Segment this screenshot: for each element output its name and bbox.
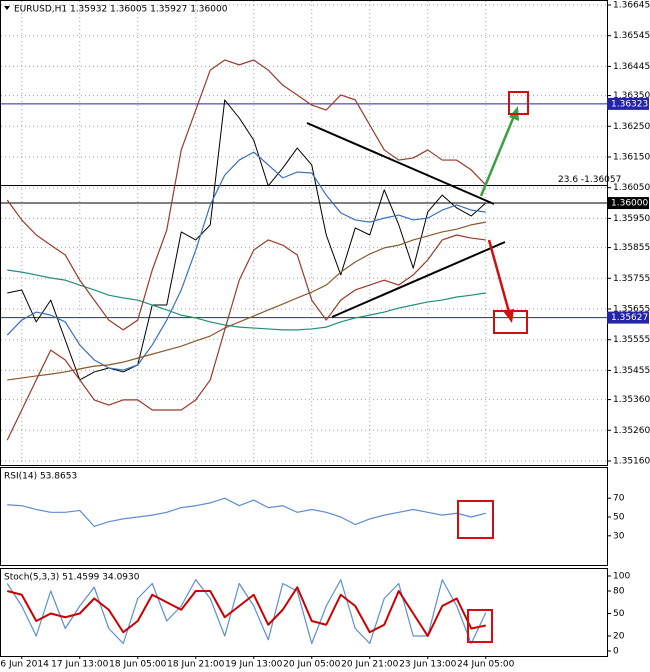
y-tick-label: 30 (613, 531, 625, 541)
arrow-down-head (503, 309, 514, 323)
y-tick-label: 70 (613, 494, 625, 504)
series-line (6, 579, 487, 645)
stoch-box (467, 609, 493, 643)
x-tick-label: 20 Jun 05:00 (283, 660, 340, 670)
x-tick-label: 23 Jun 13:00 (399, 660, 456, 670)
y-tick-label: 1.35160 (613, 457, 650, 467)
arrow-down (487, 239, 511, 313)
y-tick-label: 20 (613, 632, 625, 642)
y-tick-label: 1.35455 (613, 366, 650, 376)
y-tick-label: 0 (613, 647, 619, 657)
y-tick-label: 1.36645 (613, 1, 650, 11)
y-tick-label: 1.35755 (613, 274, 650, 284)
y-tick-label: 100 (613, 572, 630, 582)
series-line (6, 59, 487, 331)
price-tag (607, 97, 649, 110)
y-tick-label: 1.36350 (613, 91, 650, 101)
price-tag-label: 1.36323 (611, 99, 648, 109)
x-tick-label: 18 Jun 21:00 (167, 660, 224, 670)
x-tick-label: 16 Jun 2014 (0, 660, 49, 670)
price-tag-label: 1.35627 (611, 313, 648, 323)
series-line (6, 234, 486, 441)
target-box-up (508, 91, 529, 115)
target-box-down (493, 310, 528, 334)
x-tick-label: 19 Jun 13:00 (225, 660, 282, 670)
y-tick-label: 1.36050 (613, 183, 650, 193)
x-tick-label: 17 Jun 13:00 (51, 660, 108, 670)
y-tick-label: 1.36250 (613, 122, 650, 132)
y-tick-label: 1.35655 (613, 305, 650, 315)
trendline-lower (331, 241, 506, 318)
y-tick-label: 1.36545 (613, 31, 650, 41)
y-tick-label: 1.35950 (613, 214, 650, 224)
y-tick-label: 50 (613, 609, 625, 619)
y-tick-label: 50 (613, 513, 625, 523)
price-tag (607, 197, 649, 210)
annotations (4, 6, 529, 643)
series-line (7, 99, 487, 381)
y-tick-label: 80 (613, 587, 625, 597)
trendline-upper (306, 122, 495, 205)
rsi-box (457, 500, 494, 539)
y-tick-label: 1.35555 (613, 335, 650, 345)
y-tick-label: 1.36445 (613, 62, 650, 72)
series-line (7, 269, 486, 331)
series-line (7, 497, 486, 527)
series-line (7, 221, 486, 381)
y-tick-label: 1.35360 (613, 395, 650, 405)
arrow-up (479, 115, 516, 197)
panel-title: EURUSD,H1 1.35932 1.36005 1.35927 1.3600… (14, 5, 228, 15)
y-tick-label: 1.35260 (613, 426, 650, 436)
y-tick-label: 1.35855 (613, 243, 650, 253)
stoch-panel (0, 568, 608, 657)
menu-triangle (4, 6, 10, 10)
price-tag-label: 1.36000 (611, 199, 648, 209)
y-tick-label: 1.36150 (613, 153, 650, 163)
series-line (6, 151, 486, 371)
x-tick-label: 18 Jun 05:00 (109, 660, 166, 670)
x-tick-label: 20 Jun 21:00 (341, 660, 398, 670)
main-panel (0, 0, 608, 466)
price-tag (607, 311, 649, 324)
panel-title: RSI(14) 53.8653 (4, 472, 77, 482)
level-text: 23.6 -1.36057 (558, 175, 621, 185)
x-tick-label: 24 Jun 05:00 (457, 660, 514, 670)
panel-title: Stoch(5,3,3) 51.4599 34.0930 (4, 573, 140, 583)
series-line (6, 586, 486, 637)
